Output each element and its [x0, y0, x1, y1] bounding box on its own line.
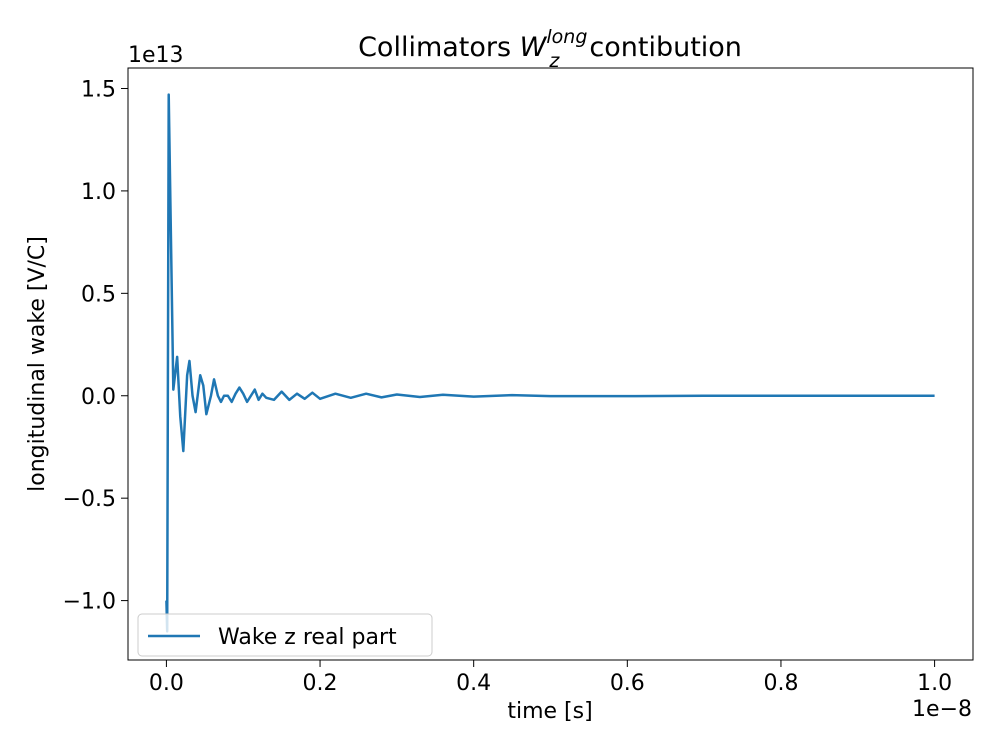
- data-line: [165, 93, 935, 633]
- y-tick-label: 0.5: [81, 282, 116, 307]
- chart-title: Collimators Wlong z contibution: [358, 26, 742, 72]
- plot-frame: [127, 67, 974, 661]
- y-tick-label: 1.5: [81, 77, 116, 102]
- x-tick-label: 1.0: [917, 671, 952, 696]
- x-offset-label: 1e−8: [912, 697, 972, 722]
- y-tick-label: 1.0: [81, 180, 116, 205]
- x-tick-label: 0.2: [303, 671, 338, 696]
- y-tick-label: −0.5: [63, 487, 116, 512]
- y-offset-label: 1e13: [128, 43, 184, 68]
- x-tick-label: 0.4: [456, 671, 491, 696]
- title-suffix: contibution: [589, 32, 742, 63]
- x-tick-label: 0.6: [610, 671, 645, 696]
- x-tick-label: 0.8: [763, 671, 798, 696]
- title-superscript: long: [546, 26, 587, 48]
- title-symbol: W: [520, 32, 548, 63]
- title-prefix: Collimators: [358, 32, 511, 63]
- y-tick-label: 0.0: [81, 385, 116, 410]
- x-axis-label: time [s]: [507, 699, 592, 724]
- title-subscript: z: [548, 50, 560, 72]
- legend-box: [137, 613, 433, 657]
- y-tick-label: −1.0: [63, 590, 116, 615]
- legend-label: Wake z real part: [218, 625, 397, 650]
- y-axis-label: longitudinal wake [V/C]: [25, 236, 50, 492]
- x-tick-label: 0.0: [149, 671, 184, 696]
